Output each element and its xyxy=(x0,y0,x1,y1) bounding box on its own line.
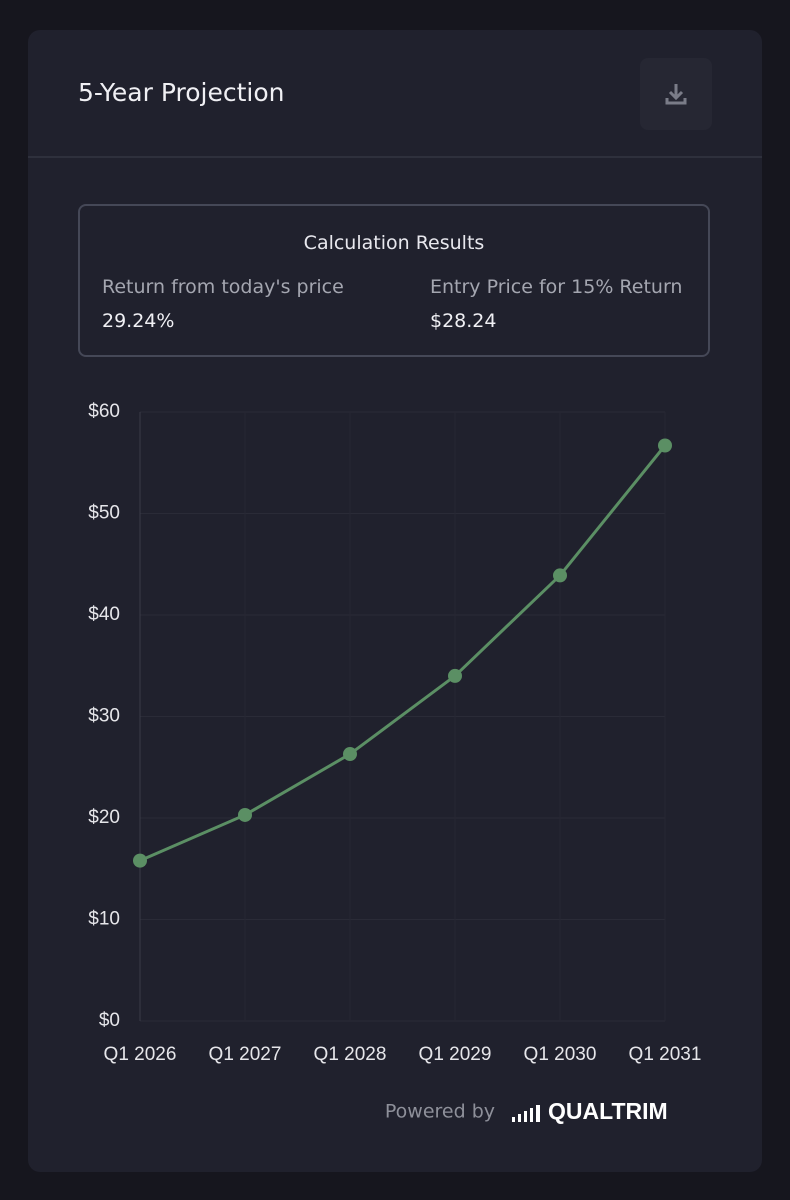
separator xyxy=(28,156,762,158)
x-tick-label: Q1 2026 xyxy=(104,1044,177,1065)
y-tick-label: $20 xyxy=(88,807,120,828)
x-tick-label: Q1 2030 xyxy=(524,1044,597,1065)
y-tick-label: $0 xyxy=(99,1010,120,1031)
card-title: 5-Year Projection xyxy=(78,78,285,107)
brand-name: QUALTRIM xyxy=(548,1098,668,1124)
result-value: $28.24 xyxy=(430,310,497,332)
point xyxy=(133,853,147,868)
y-tick-label: $10 xyxy=(88,909,120,930)
point xyxy=(448,668,462,683)
card: 5-Year Projection Calculation Results Re… xyxy=(28,30,762,1172)
point xyxy=(553,568,567,583)
result-label: Entry Price for 15% Return xyxy=(430,276,683,298)
results-box: Calculation Results Return from today's … xyxy=(78,204,710,357)
powered-by: Powered by xyxy=(385,1101,495,1123)
download-icon xyxy=(665,84,687,105)
line xyxy=(139,444,667,863)
x-tick-label: Q1 2029 xyxy=(419,1044,492,1065)
x-tick-label: Q1 2028 xyxy=(314,1044,387,1065)
point xyxy=(343,747,357,762)
y-tick-label: $50 xyxy=(88,503,120,524)
brand-logo-bars xyxy=(512,1105,540,1122)
x-tick-label: Q1 2031 xyxy=(629,1044,702,1065)
download-button[interactable] xyxy=(640,58,712,130)
point xyxy=(658,438,672,453)
point xyxy=(238,807,252,822)
results-title: Calculation Results xyxy=(303,232,485,254)
y-tick-label: $40 xyxy=(88,604,120,625)
x-tick-label: Q1 2027 xyxy=(209,1044,282,1065)
y-tick-label: $60 xyxy=(88,401,120,422)
result-label: Return from today's price xyxy=(102,276,344,298)
y-tick-label: $30 xyxy=(88,706,120,727)
result-value: 29.24% xyxy=(102,310,175,332)
